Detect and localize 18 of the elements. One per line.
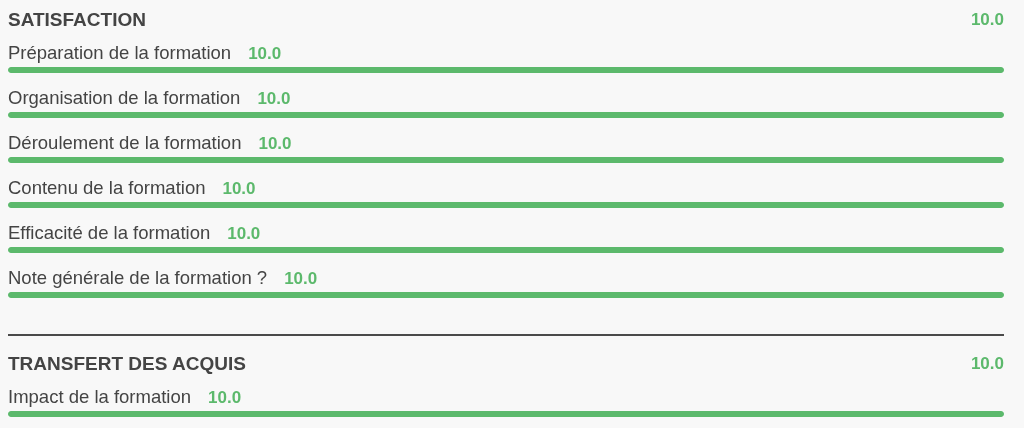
y-tick-label: Déroulement de la formation [8, 131, 242, 153]
y-tick-label: Contenu de la formation [8, 176, 206, 198]
data-label: 10.0 [284, 268, 318, 288]
y-tick-label: Impact de la formation [8, 385, 192, 407]
y-tick-label: Préparation de la formation [8, 41, 232, 63]
data-label: 10.0 [248, 43, 282, 63]
text: TRANSFERT DES ACQUIS [8, 353, 246, 374]
y-tick-label: Note générale de la formation ? [8, 266, 268, 288]
data-label: 10.0 [257, 88, 291, 108]
y-tick-label: Organisation de la formation [8, 86, 241, 108]
data-label: 10.0 [258, 133, 292, 153]
chart-title: SATISFACTION [8, 9, 146, 30]
text: 10.0 [970, 10, 1004, 29]
data-label: 10.0 [222, 178, 256, 198]
data-label: 10.0 [208, 387, 242, 407]
y-tick-label: Efficacité de la formation [8, 221, 211, 243]
data-label: 10.0 [227, 223, 261, 243]
annotation: 10.0 [970, 354, 1004, 373]
